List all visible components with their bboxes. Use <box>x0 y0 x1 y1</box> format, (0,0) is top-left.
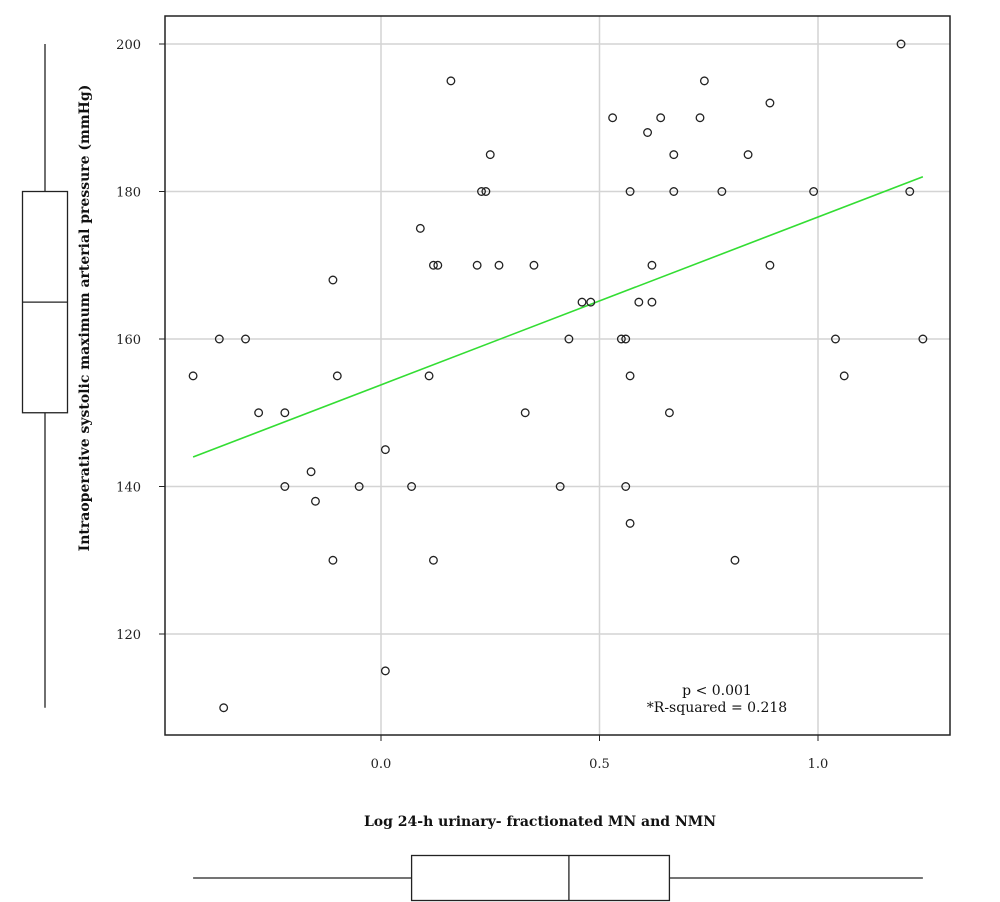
data-point <box>621 482 631 491</box>
data-point <box>494 260 504 270</box>
data-point <box>555 482 565 491</box>
y-tick-label: 160 <box>116 333 141 348</box>
fit-line-layer <box>192 176 924 458</box>
data-point <box>669 187 679 196</box>
data-point <box>311 496 320 506</box>
data-point <box>699 76 709 86</box>
data-point <box>428 555 438 565</box>
data-point <box>717 187 727 196</box>
data-point <box>586 297 596 307</box>
x-box <box>410 854 671 902</box>
x-tick-label: 1.0 <box>808 757 829 772</box>
x-boxplot <box>193 854 923 902</box>
data-point <box>664 408 674 418</box>
data-point <box>424 371 434 381</box>
data-point <box>656 113 666 123</box>
y-tick-label: 200 <box>116 38 141 53</box>
x-axis-label: Log 24-h urinary- fractionated MN and NM… <box>364 814 716 830</box>
data-point <box>529 260 539 270</box>
plot-frame <box>164 15 951 736</box>
data-point <box>477 187 486 196</box>
data-point <box>214 334 224 344</box>
data-point <box>625 518 635 528</box>
data-point <box>415 223 425 233</box>
x-tick-label: 0.5 <box>589 757 610 772</box>
data-point <box>564 334 574 344</box>
data-point <box>765 260 775 270</box>
data-point <box>188 371 198 381</box>
data-point <box>306 467 316 477</box>
data-point <box>896 39 906 49</box>
data-point <box>254 408 264 418</box>
data-point <box>625 187 635 196</box>
data-point <box>839 371 849 381</box>
data-point <box>616 334 626 344</box>
data-point <box>485 150 495 160</box>
grid <box>165 16 950 735</box>
data-point <box>643 128 653 137</box>
data-point <box>577 297 587 307</box>
data-point <box>472 260 482 270</box>
data-point <box>380 445 390 455</box>
data-point <box>647 297 657 307</box>
x-tick-labels: 0.0 0.5 1.0 <box>371 735 829 772</box>
data-point <box>730 555 740 565</box>
points-layer <box>188 39 928 713</box>
data-point <box>621 334 631 344</box>
y-tick-label: 140 <box>116 481 141 496</box>
y-axis-label: Intraoperative systolic maximum arterial… <box>77 85 93 552</box>
data-point <box>280 482 290 491</box>
y-tick-label: 180 <box>116 186 141 201</box>
data-point <box>328 555 338 565</box>
data-point <box>280 408 290 418</box>
data-point <box>918 334 928 344</box>
y-tick-label: 120 <box>116 628 141 643</box>
data-point <box>219 703 229 713</box>
data-point <box>743 150 753 160</box>
data-point <box>332 371 342 381</box>
data-point <box>905 187 915 196</box>
data-point <box>407 482 417 491</box>
y-tick-labels: 120 140 160 180 200 <box>116 38 165 643</box>
r-squared-annotation: *R-squared = 0.218 <box>647 700 787 716</box>
y-boxplot <box>21 44 69 708</box>
data-point <box>520 408 530 418</box>
data-point <box>380 666 390 676</box>
data-point <box>831 334 840 344</box>
data-point <box>695 113 705 123</box>
data-point <box>433 260 443 270</box>
data-point <box>809 187 819 196</box>
data-point <box>241 334 250 344</box>
data-point <box>625 371 635 381</box>
data-point <box>608 113 618 123</box>
data-point <box>634 297 644 307</box>
data-point <box>428 260 438 270</box>
data-point <box>446 76 456 86</box>
data-point <box>765 98 775 108</box>
x-tick-label: 0.0 <box>371 757 392 772</box>
data-point <box>328 275 338 285</box>
p-value-annotation: p < 0.001 <box>682 683 752 699</box>
data-point <box>647 260 657 270</box>
data-point <box>669 150 679 160</box>
regression-line <box>192 176 924 458</box>
data-point <box>481 187 491 196</box>
data-point <box>354 482 364 491</box>
